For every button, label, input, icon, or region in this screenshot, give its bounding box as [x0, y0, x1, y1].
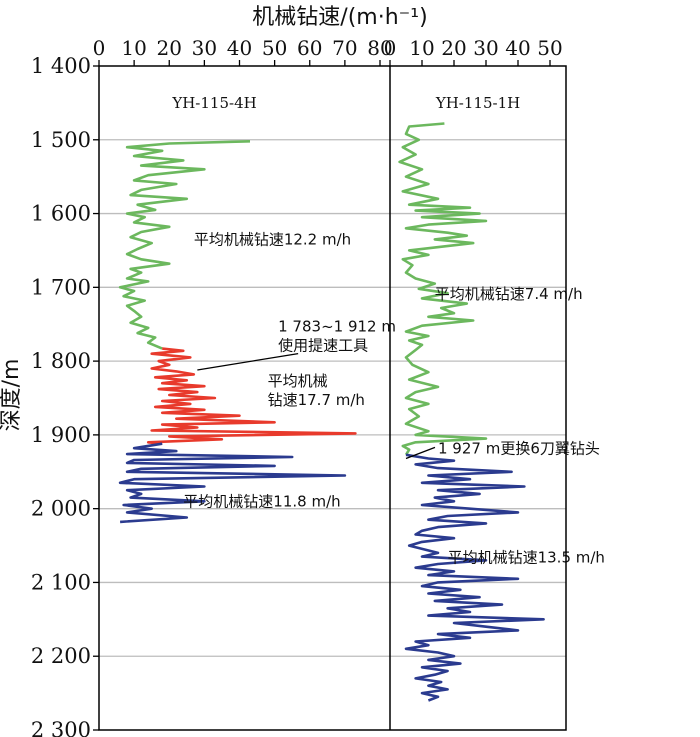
annotation-text: 平均机械钻速11.8 m/h [183, 492, 340, 510]
blue-rate-series [404, 453, 545, 702]
panel-yh-115-1h: 0 10 20 30 40 50 YH-115-1H [384, 36, 563, 702]
x-tick-label: 10 [121, 36, 146, 60]
well-label: YH-115-1H [435, 94, 520, 112]
annotation-text: 平均机械钻速13.5 m/h [448, 549, 605, 567]
annotation-text: 钻速17.7 m/h [268, 391, 365, 409]
plot-frame [98, 65, 567, 731]
y-tick-label: 1 700 [31, 275, 91, 299]
blue-rate-series [118, 442, 347, 524]
annotation-text: 1 783~1 912 m [278, 318, 396, 336]
y-tick-label: 1 600 [31, 202, 91, 226]
x-tick-label: 50 [537, 36, 562, 60]
green-rate-series [398, 122, 488, 456]
y-tick-label: 2 000 [31, 497, 91, 521]
y-tick-label: 1 400 [31, 54, 91, 78]
annotation-text: 使用提速工具 [278, 337, 368, 355]
x-tick-label: 30 [192, 36, 217, 60]
y-ticks: 1 400 1 500 1 600 1 700 1 800 1 900 2 000 2 100… [31, 54, 99, 737]
x-tick-label: 0 [93, 36, 106, 60]
y-tick-label: 2 100 [31, 570, 91, 594]
annotations: 平均机械钻速12.2 m/h 1 783~1 912 m使用提速工具平均机械钻速1… [183, 231, 605, 567]
x-tick-label: 20 [157, 36, 182, 60]
x-axis-title: 机械钻速/(m·h⁻¹) [252, 5, 427, 30]
x-tick-label: 10 [409, 36, 434, 60]
x-tick-label: 50 [262, 36, 287, 60]
annotation-text: 平均机械 [268, 372, 328, 390]
green-rate-series [118, 140, 251, 350]
x-tick-label: 80 [367, 36, 392, 60]
x-tick-label: 40 [505, 36, 530, 60]
x-tick-label: 20 [441, 36, 466, 60]
annotation-leader [405, 446, 436, 460]
x-tick-label: 70 [332, 36, 357, 60]
x-tick-label: 60 [297, 36, 322, 60]
y-tick-label: 1 500 [31, 128, 91, 152]
y-tick-label: 1 800 [31, 349, 91, 373]
y-tick-label: 2 300 [31, 718, 91, 737]
x-tick-label: 0 [384, 36, 397, 60]
y-tick-label: 2 200 [31, 644, 91, 668]
annotation-leader [197, 352, 299, 371]
well-label: YH-115-4H [171, 94, 256, 112]
x-tick-label: 30 [473, 36, 498, 60]
annotation-text: 平均机械钻速7.4 m/h [435, 285, 583, 303]
y-axis-title: 深度/m [0, 359, 24, 432]
panel-yh-115-4h: 0 10 20 30 40 50 60 70 80 YH-115-4H [93, 36, 393, 524]
red-rate-series [146, 347, 357, 445]
x-tick-label: 40 [227, 36, 252, 60]
annotation-text: 平均机械钻速12.2 m/h [194, 231, 351, 249]
annotation-text: 1 927 m更换6刀翼钻头 [438, 439, 600, 457]
y-tick-label: 1 900 [31, 423, 91, 447]
